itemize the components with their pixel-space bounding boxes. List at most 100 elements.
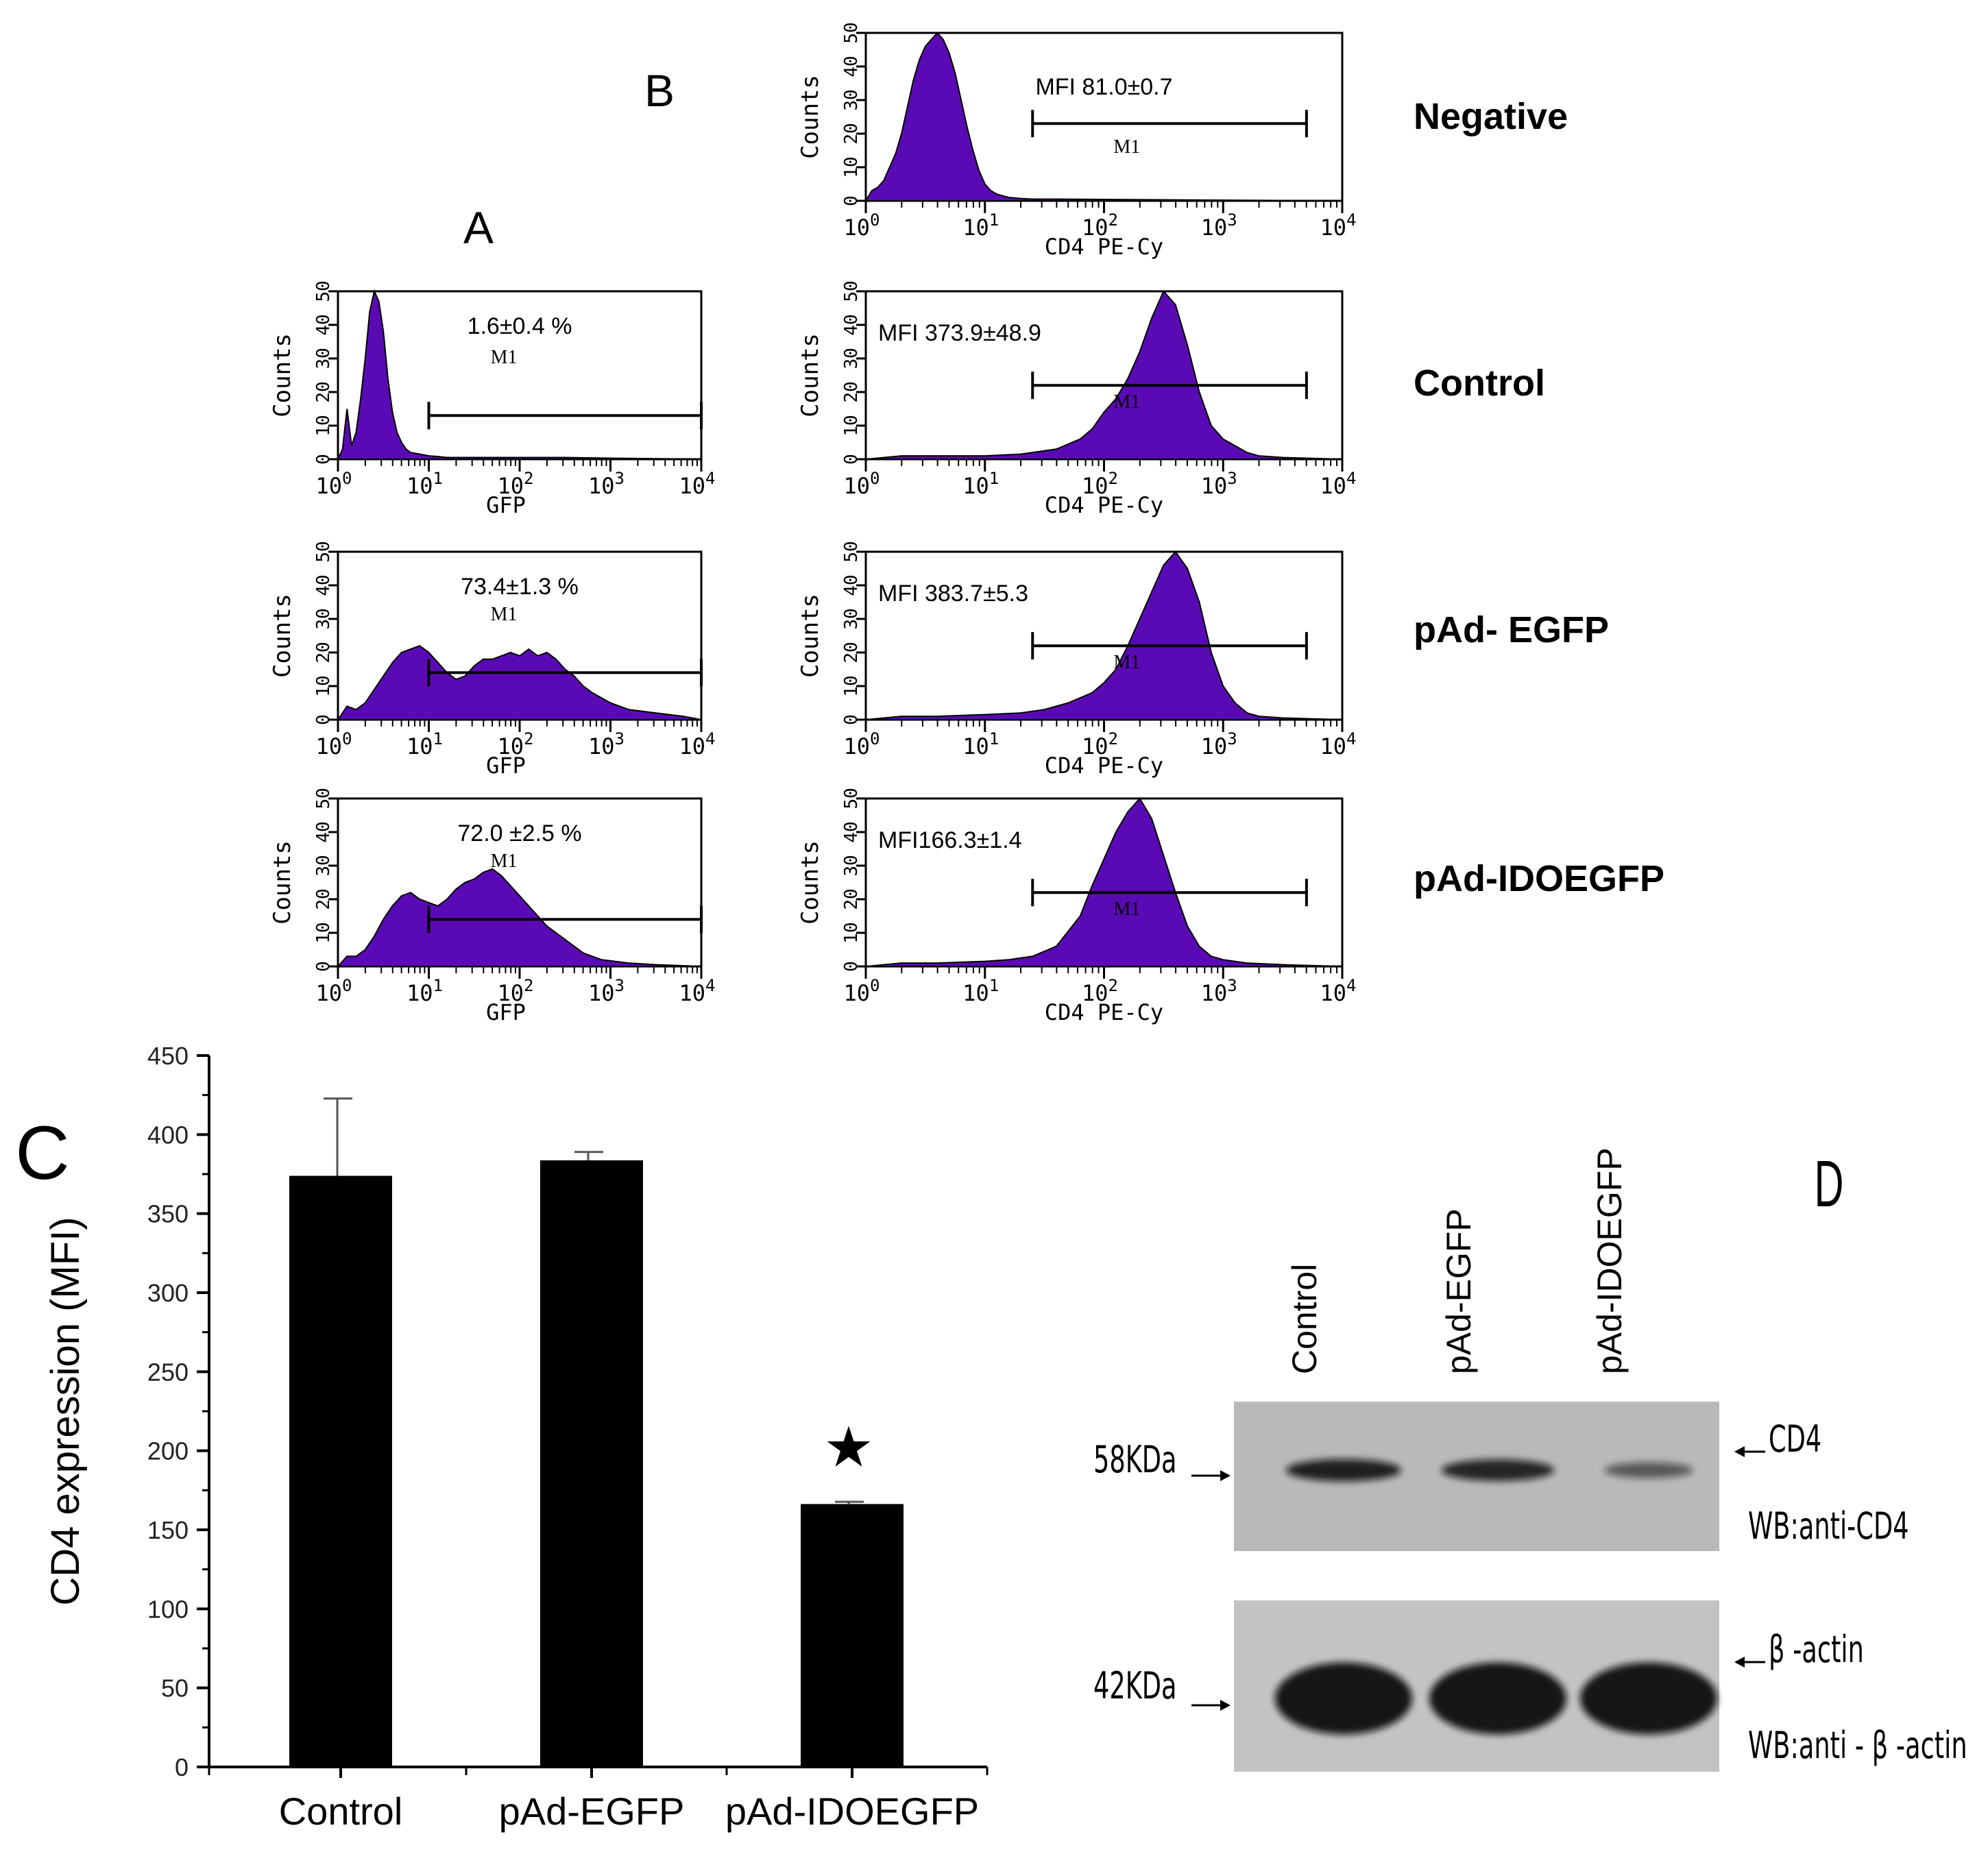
x-tick-exponent: 2 bbox=[1108, 210, 1118, 230]
y-tick-label: 20 bbox=[841, 381, 862, 402]
x-tick-label: 102 bbox=[498, 976, 534, 1006]
bar-y-tick-label: 250 bbox=[147, 1358, 189, 1386]
x-tick-exponent: 3 bbox=[1227, 469, 1237, 488]
x-axis-label: CD4 PE-Cy bbox=[1045, 753, 1163, 779]
x-tick-base: 10 bbox=[407, 733, 433, 759]
bar-category-label: Control bbox=[279, 1790, 403, 1833]
y-tick-label: 0 bbox=[841, 961, 862, 972]
panel-label-c: C bbox=[15, 1111, 69, 1195]
y-tick-label: 30 bbox=[841, 855, 862, 876]
x-tick-label: 104 bbox=[679, 469, 716, 499]
x-tick-base: 10 bbox=[1082, 473, 1108, 499]
y-tick-label: 30 bbox=[313, 855, 334, 876]
y-tick-label: 10 bbox=[841, 415, 862, 436]
bar-y-tick-label: 0 bbox=[175, 1753, 189, 1781]
y-tick-label: 0 bbox=[313, 961, 334, 972]
x-tick-exponent: 4 bbox=[1346, 469, 1356, 488]
y-tick-label: 50 bbox=[313, 280, 334, 302]
target-arrow-head bbox=[1734, 1446, 1745, 1457]
x-tick-label: 102 bbox=[1082, 729, 1118, 759]
blot-band-bottom bbox=[1580, 1662, 1717, 1735]
x-tick-base: 10 bbox=[498, 733, 524, 759]
x-tick-label: 101 bbox=[407, 976, 443, 1006]
y-axis-label: Counts bbox=[797, 333, 824, 417]
x-tick-base: 10 bbox=[316, 733, 343, 759]
blot-target-label: β -actin bbox=[1769, 1628, 1864, 1671]
histogram-area bbox=[336, 868, 702, 967]
y-tick-label: 0 bbox=[313, 714, 334, 725]
x-tick-exponent: 1 bbox=[989, 469, 999, 488]
x-tick-exponent: 2 bbox=[524, 976, 533, 995]
y-axis-label: Counts bbox=[269, 333, 296, 417]
bar-y-tick-label: 150 bbox=[147, 1516, 189, 1544]
x-tick-base: 10 bbox=[962, 733, 989, 759]
x-tick-base: 10 bbox=[407, 980, 433, 1006]
bar-y-tick-label: 350 bbox=[147, 1200, 189, 1228]
blot-band-top bbox=[1604, 1462, 1693, 1478]
y-tick-label: 40 bbox=[841, 314, 862, 335]
y-tick-label: 30 bbox=[841, 89, 862, 110]
y-tick-label: 50 bbox=[841, 280, 862, 302]
y-axis-label: Counts bbox=[269, 840, 296, 925]
x-tick-base: 10 bbox=[844, 215, 871, 241]
bar bbox=[289, 1175, 392, 1767]
x-tick-base: 10 bbox=[316, 473, 343, 499]
x-axis-label: GFP bbox=[486, 492, 526, 518]
x-axis-label: CD4 PE-Cy bbox=[1045, 234, 1163, 260]
lane-label: pAd-IDOEGFP bbox=[1590, 1147, 1629, 1374]
y-tick-label: 10 bbox=[313, 922, 334, 943]
x-tick-exponent: 4 bbox=[1346, 210, 1356, 230]
x-tick-label: 102 bbox=[1082, 210, 1118, 241]
y-tick-label: 0 bbox=[841, 195, 862, 206]
y-axis-label: Counts bbox=[797, 75, 824, 159]
y-tick-label: 10 bbox=[841, 156, 862, 178]
x-tick-base: 10 bbox=[679, 473, 706, 499]
histogram-area bbox=[865, 550, 1343, 720]
x-tick-base: 10 bbox=[1320, 980, 1347, 1006]
x-tick-label: 102 bbox=[1082, 976, 1118, 1006]
western-blot: Control pAd-EGFP pAd-IDOEGFP 58KDa CD4 WB:ant… bbox=[1093, 1147, 1967, 1772]
histogram-annotation: 73.4±1.3 % bbox=[461, 574, 579, 600]
x-tick-base: 10 bbox=[679, 733, 706, 759]
x-tick-base: 10 bbox=[962, 473, 989, 499]
x-tick-exponent: 4 bbox=[705, 469, 715, 488]
x-tick-label: 103 bbox=[1201, 976, 1237, 1006]
x-tick-label: 103 bbox=[588, 469, 625, 499]
x-tick-base: 10 bbox=[844, 473, 871, 499]
y-tick-label: 50 bbox=[841, 788, 862, 809]
y-tick-label: 30 bbox=[841, 347, 862, 369]
x-tick-base: 10 bbox=[962, 215, 989, 241]
x-tick-label: 100 bbox=[844, 976, 880, 1006]
x-tick-exponent: 0 bbox=[870, 729, 880, 748]
y-tick-label: 30 bbox=[841, 608, 862, 629]
x-tick-exponent: 3 bbox=[615, 729, 625, 748]
y-tick-label: 30 bbox=[313, 347, 334, 369]
x-tick-label: 100 bbox=[316, 469, 352, 499]
x-tick-label: 101 bbox=[407, 729, 443, 759]
marker-arrow-head bbox=[1220, 1700, 1231, 1711]
blot-band-bottom bbox=[1429, 1662, 1566, 1735]
x-tick-exponent: 2 bbox=[524, 729, 533, 748]
x-tick-exponent: 3 bbox=[615, 976, 625, 995]
histogram-annotation: 1.6±0.4 % bbox=[468, 313, 572, 339]
marker-arrow-head bbox=[1220, 1470, 1231, 1481]
y-tick-label: 50 bbox=[841, 541, 862, 562]
x-tick-base: 10 bbox=[1082, 215, 1108, 241]
x-tick-base: 10 bbox=[588, 980, 615, 1006]
bar-y-tick-label: 50 bbox=[161, 1674, 189, 1703]
x-tick-exponent: 0 bbox=[870, 976, 880, 995]
x-tick-exponent: 4 bbox=[705, 729, 715, 748]
x-axis-label: GFP bbox=[486, 999, 526, 1025]
molecular-weight-marker: 42KDa bbox=[1093, 1664, 1177, 1707]
y-axis-label: Counts bbox=[797, 840, 824, 925]
x-tick-exponent: 1 bbox=[433, 976, 443, 995]
x-tick-label: 102 bbox=[1082, 469, 1118, 499]
y-tick-label: 10 bbox=[313, 415, 334, 436]
y-axis-label: Counts bbox=[797, 594, 824, 678]
x-tick-label: 102 bbox=[498, 729, 534, 759]
blot-band-top bbox=[1286, 1459, 1401, 1482]
histogram-area bbox=[864, 32, 1343, 202]
